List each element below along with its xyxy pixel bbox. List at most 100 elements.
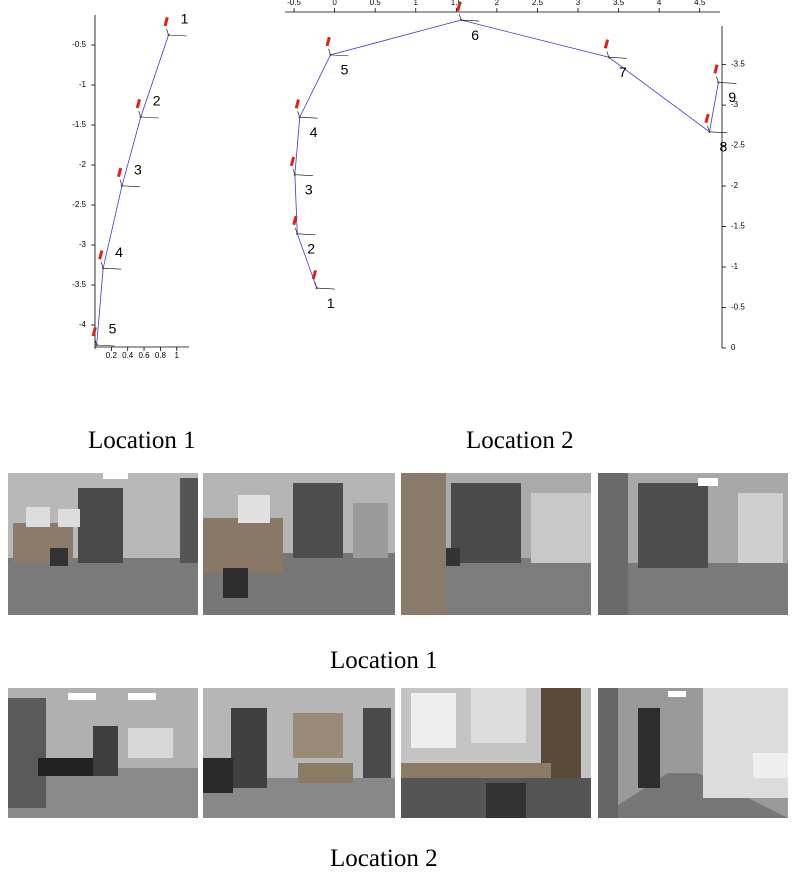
y-tick-label: -1 — [79, 80, 87, 89]
point-label: 5 — [341, 62, 349, 78]
photo — [8, 473, 198, 615]
camera-position — [708, 130, 711, 133]
camera-marker — [116, 167, 123, 178]
camera-position — [139, 115, 142, 119]
y-tick-label: -3.5 — [731, 60, 745, 69]
x-tick-label: 0.5 — [370, 0, 382, 7]
camera-axis — [103, 267, 122, 270]
photo — [8, 688, 198, 818]
camera-marker — [325, 36, 331, 47]
camera-axis — [709, 131, 728, 134]
point-label: 2 — [153, 93, 161, 109]
camera-marker — [98, 250, 104, 260]
point-label: 5 — [109, 321, 117, 337]
y-tick-label: 0 — [731, 343, 736, 352]
y-tick-label: -2 — [79, 160, 87, 169]
y-tick-label: -1.5 — [72, 120, 86, 129]
camera-position — [459, 18, 463, 22]
x-tick-label: 1 — [175, 351, 180, 360]
y-tick-label: -2.5 — [731, 141, 745, 150]
camera-position — [717, 81, 720, 84]
caption: Location 1 — [330, 647, 438, 674]
x-tick-label: 0.2 — [106, 351, 118, 360]
camera-axis — [297, 233, 316, 236]
caption: Location 2 — [330, 845, 438, 872]
y-tick-label: -4 — [79, 320, 87, 329]
camera-axis — [168, 34, 187, 37]
point-label: 4 — [310, 124, 318, 140]
camera-marker — [292, 215, 298, 226]
point-label: 3 — [305, 181, 313, 197]
photo — [203, 473, 395, 615]
x-tick-label: 0.8 — [155, 351, 167, 360]
trajectory — [294, 19, 719, 289]
x-tick-label: 0.6 — [138, 351, 150, 360]
trajectory-plots: 0.2 0.4 0.6 0.8 1 -0.5 -1 -1.5 -2 -2.5 -3 -3.5 -4 1 2 3… — [72, 0, 745, 360]
camera-position — [607, 56, 611, 59]
camera-position — [293, 173, 297, 176]
camera-position — [167, 33, 170, 37]
point-label: 6 — [471, 27, 479, 43]
photo — [401, 473, 591, 615]
x-tick-label: 0 — [332, 0, 337, 7]
camera-position — [315, 286, 318, 290]
point-label: 8 — [719, 138, 727, 154]
point-label: 3 — [134, 162, 142, 178]
x-tick-label: 0.4 — [122, 351, 134, 360]
camera-axis — [316, 287, 335, 290]
camera-axis — [330, 54, 349, 57]
camera-position — [296, 232, 299, 236]
camera-position — [101, 267, 105, 270]
camera-marker — [163, 16, 169, 27]
camera-axis — [140, 116, 159, 119]
camera-axis — [96, 344, 115, 347]
y-tick-label: -3 — [79, 240, 87, 249]
y-tick-label: -2 — [731, 181, 739, 190]
photo — [203, 688, 395, 818]
point-label: 1 — [181, 11, 189, 27]
camera-marker — [456, 1, 462, 12]
y-tick-label: -1 — [731, 262, 739, 271]
camera-marker — [135, 98, 141, 109]
x-tick-label: 1 — [414, 0, 419, 7]
camera-marker — [294, 99, 300, 109]
camera-axis — [608, 56, 627, 59]
x-tick-label: 4 — [657, 0, 662, 7]
camera-marker — [311, 269, 317, 280]
x-tick-label: 3.5 — [613, 0, 625, 7]
camera-position — [95, 343, 98, 347]
y-tick-label: -3 — [731, 100, 739, 109]
camera-marker — [713, 64, 719, 74]
x-tick-label: 2 — [495, 0, 500, 7]
caption: Location 1 — [88, 427, 196, 454]
camera-axis — [121, 185, 140, 188]
camera-position — [120, 184, 124, 187]
y-tick-label: -2.5 — [72, 200, 86, 209]
camera-axis — [299, 116, 318, 119]
camera-axis — [461, 19, 480, 22]
camera-marker — [289, 156, 296, 167]
caption: Location 2 — [466, 427, 574, 454]
point-label: 7 — [619, 64, 627, 80]
camera-position — [298, 116, 301, 119]
y-tick-label: -1.5 — [731, 222, 745, 231]
x-tick-label: 1.5 — [451, 0, 463, 7]
camera-marker — [704, 113, 710, 124]
photo — [598, 688, 788, 818]
camera-marker — [91, 326, 97, 337]
trajectory — [96, 34, 169, 346]
y-tick-label: -0.5 — [731, 303, 745, 312]
x-tick-label: 4.5 — [694, 0, 706, 7]
camera-axis — [718, 82, 737, 84]
point-label: 4 — [115, 244, 123, 260]
camera-axis — [294, 174, 313, 177]
y-tick-label: -3.5 — [72, 280, 86, 289]
photo — [401, 688, 591, 818]
y-tick-label: -0.5 — [72, 40, 86, 49]
photo — [598, 473, 788, 615]
point-label: 2 — [307, 241, 315, 257]
point-label: 1 — [327, 295, 335, 311]
x-tick-label: 3 — [576, 0, 581, 7]
x-tick-label: -0.5 — [287, 0, 301, 7]
